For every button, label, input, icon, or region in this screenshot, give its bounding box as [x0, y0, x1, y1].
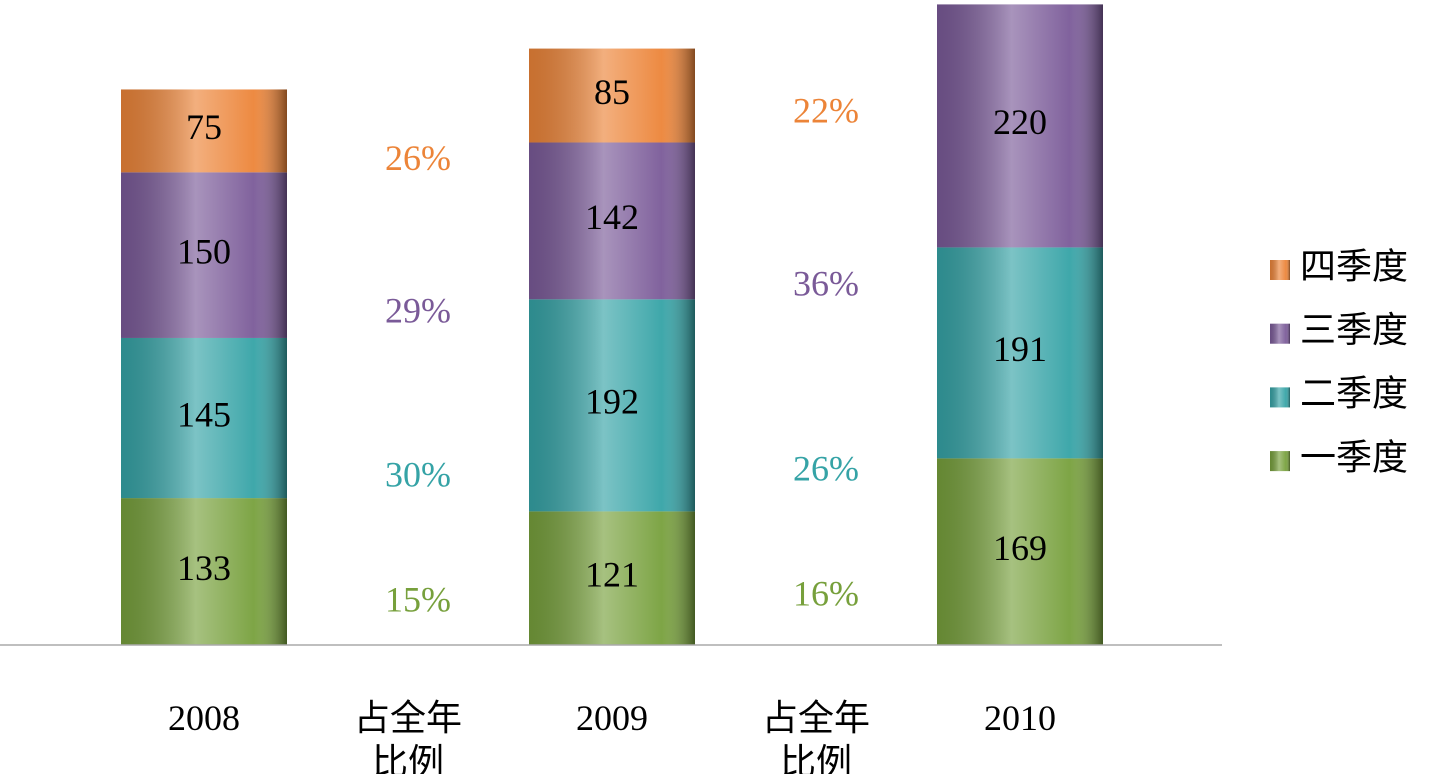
x-tick-label: 2009 — [576, 698, 648, 738]
legend-label: 一季度 — [1300, 437, 1408, 477]
bar-shade — [937, 458, 1103, 645]
data-label: 75 — [186, 107, 222, 147]
share-label: 22% — [793, 90, 859, 130]
legend-swatch-shade — [1270, 323, 1290, 344]
share-label: 29% — [385, 291, 451, 331]
data-label: 192 — [585, 382, 639, 422]
data-label: 169 — [993, 528, 1047, 568]
bar-shade — [937, 4, 1103, 248]
data-label: 150 — [177, 231, 231, 271]
share-label: 30% — [385, 455, 451, 495]
bar-shade — [529, 48, 695, 143]
bar-shade — [529, 142, 695, 300]
bar-shade — [121, 498, 287, 645]
data-label: 133 — [177, 548, 231, 588]
share-label: 16% — [793, 574, 859, 614]
bar-shade — [529, 511, 695, 645]
legend-swatch-shade — [1270, 451, 1290, 472]
legend-label: 三季度 — [1300, 310, 1408, 350]
data-label: 85 — [594, 72, 630, 112]
share-label: 36% — [793, 263, 859, 303]
bar-shade — [121, 172, 287, 338]
bar-shade — [121, 337, 287, 499]
legend-swatch-shade — [1270, 387, 1290, 408]
data-label: 121 — [585, 554, 639, 594]
bar-shade — [529, 299, 695, 512]
x-tick-label: 2008 — [168, 698, 240, 738]
data-label: 191 — [993, 329, 1047, 369]
x-tick-label: 占全年比例 — [761, 698, 870, 774]
share-label: 26% — [793, 448, 859, 488]
legend-label: 二季度 — [1300, 374, 1408, 414]
share-label: 15% — [385, 580, 451, 620]
x-tick-label: 2010 — [984, 698, 1056, 738]
bar-shade — [937, 247, 1103, 459]
legend-swatch-shade — [1270, 260, 1290, 280]
data-label: 220 — [993, 102, 1047, 142]
share-label: 26% — [385, 138, 451, 178]
legend-label: 四季度 — [1300, 246, 1408, 286]
data-label: 145 — [177, 394, 231, 434]
bar-shade — [121, 89, 287, 173]
x-tick-label: 占全年比例 — [353, 698, 462, 774]
data-label: 142 — [585, 197, 639, 237]
